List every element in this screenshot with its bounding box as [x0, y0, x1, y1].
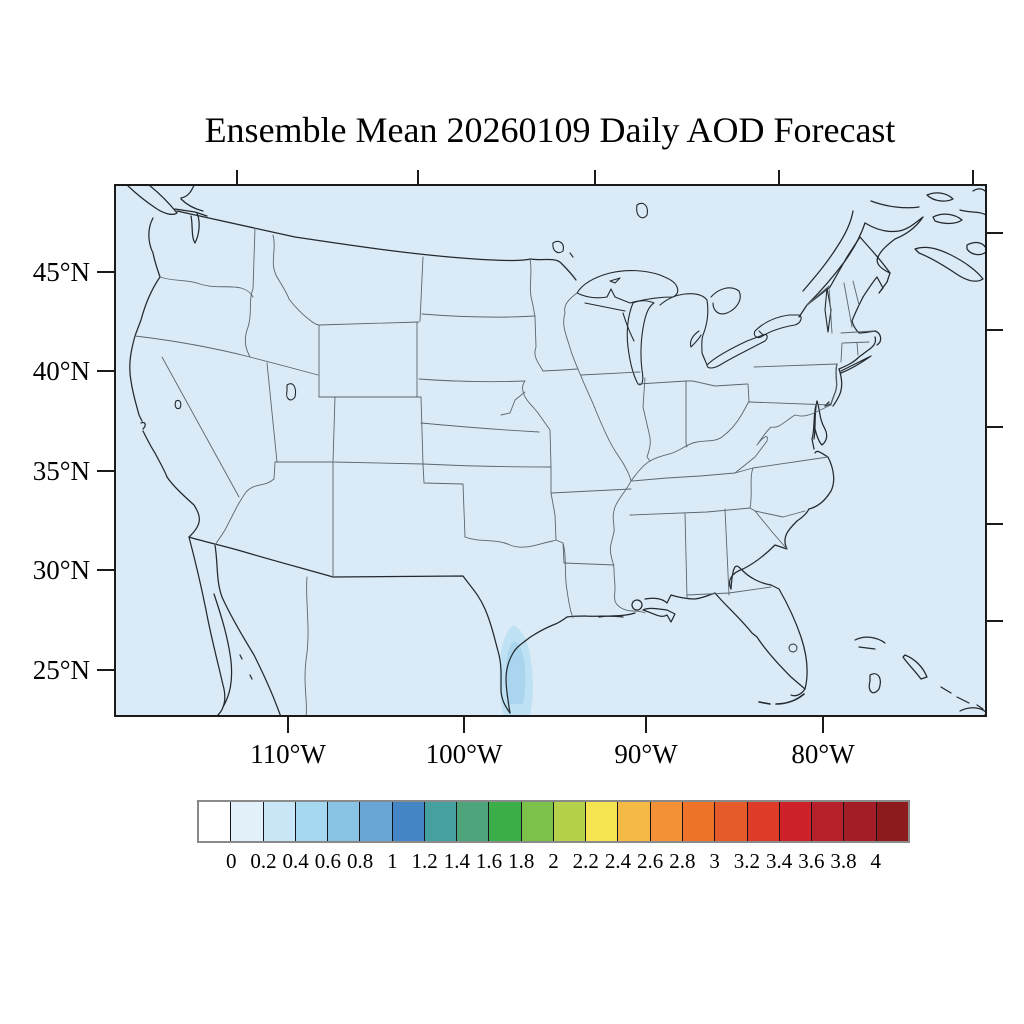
colorbar-cell: [488, 802, 521, 841]
colorbar-tick-label: 1.2: [411, 849, 438, 873]
colorbar-tick-label: 1: [387, 849, 398, 873]
colorbar-cell: [552, 802, 586, 841]
colorbar-cell: [649, 802, 682, 841]
lon-label-80w: 80°W: [791, 739, 855, 769]
colorbar-cell: [359, 802, 392, 841]
map-panel: [114, 184, 987, 717]
lat-label-35n: 35°N: [33, 456, 90, 486]
great-lakes: [174, 202, 832, 410]
colorbar-tick-label: 4: [870, 849, 882, 873]
colorbar-cell: [811, 802, 844, 841]
colorbar-cell: [617, 802, 650, 841]
lat-label-45n: 45°N: [33, 257, 90, 287]
colorbar-cell: [681, 802, 715, 841]
axis-ticks: [97, 170, 1003, 733]
plot-title: Ensemble Mean 20260109 Daily AOD Forecas…: [205, 110, 896, 150]
colorbar-tick-label: 0: [225, 849, 237, 873]
colorbar-cell: [778, 802, 812, 841]
colorbar-cell: [262, 802, 295, 841]
colorbar-cell: [391, 802, 424, 841]
colorbar-cell: [230, 802, 263, 841]
colorbar-tick-label: 3.6: [798, 849, 825, 873]
colorbar-cell: [423, 802, 457, 841]
colorbar-cell: [585, 802, 618, 841]
colorbar-cell: [294, 802, 328, 841]
coastlines: [126, 185, 986, 716]
colorbar-tick-label: 2.2: [572, 849, 599, 873]
colorbar-tick-label: 0.8: [347, 849, 374, 873]
colorbar-tick-label: 0.6: [314, 849, 342, 873]
map-frame: [114, 184, 987, 717]
colorbar-tick-label: 3.4: [765, 849, 793, 873]
colorbar-cell: [843, 802, 876, 841]
lat-label-30n: 30°N: [33, 555, 90, 585]
colorbar-tick-label: 3: [709, 849, 720, 873]
colorbar-cell: [875, 802, 908, 841]
colorbar-cell: [746, 802, 779, 841]
lat-label-40n: 40°N: [33, 356, 90, 386]
colorbar-cell: [456, 802, 489, 841]
lat-label-25n: 25°N: [33, 655, 90, 685]
latitude-labels: 45°N 40°N 35°N 30°N 25°N: [33, 257, 90, 685]
colorbar: [197, 800, 910, 843]
colorbar-cell: [327, 802, 360, 841]
lon-label-90w: 90°W: [614, 739, 678, 769]
colorbar-tick-label: 0.2: [250, 849, 277, 873]
colorbar-tick-label: 2.8: [669, 849, 696, 873]
colorbar-tick-label: 2.4: [604, 849, 632, 873]
colorbar-tick-label: 3.8: [830, 849, 857, 873]
colorbar-tick-label: 2: [548, 849, 559, 873]
colorbar-tick-label: 1.8: [508, 849, 535, 873]
lon-label-110w: 110°W: [250, 739, 326, 769]
colorbar-tick-label: 1.6: [475, 849, 503, 873]
colorbar-labels: 0 0.2 0.4 0.6 0.8 1 1.2 1.4 1.6 1.8 2 2.2 2.4 2.6 2.8 3…: [197, 849, 910, 875]
colorbar-cell: [520, 802, 553, 841]
state-borders: [134, 227, 874, 716]
colorbar-tick-label: 0.4: [282, 849, 309, 873]
colorbar-cell: [199, 802, 231, 841]
lon-label-100w: 100°W: [426, 739, 503, 769]
colorbar-tick-label: 1.4: [443, 849, 470, 873]
longitude-labels: 110°W 100°W 90°W 80°W: [250, 739, 855, 769]
colorbar-cell: [714, 802, 747, 841]
colorbar-tick-label: 3.2: [733, 849, 760, 873]
colorbar-tick-label: 2.6: [637, 849, 664, 873]
